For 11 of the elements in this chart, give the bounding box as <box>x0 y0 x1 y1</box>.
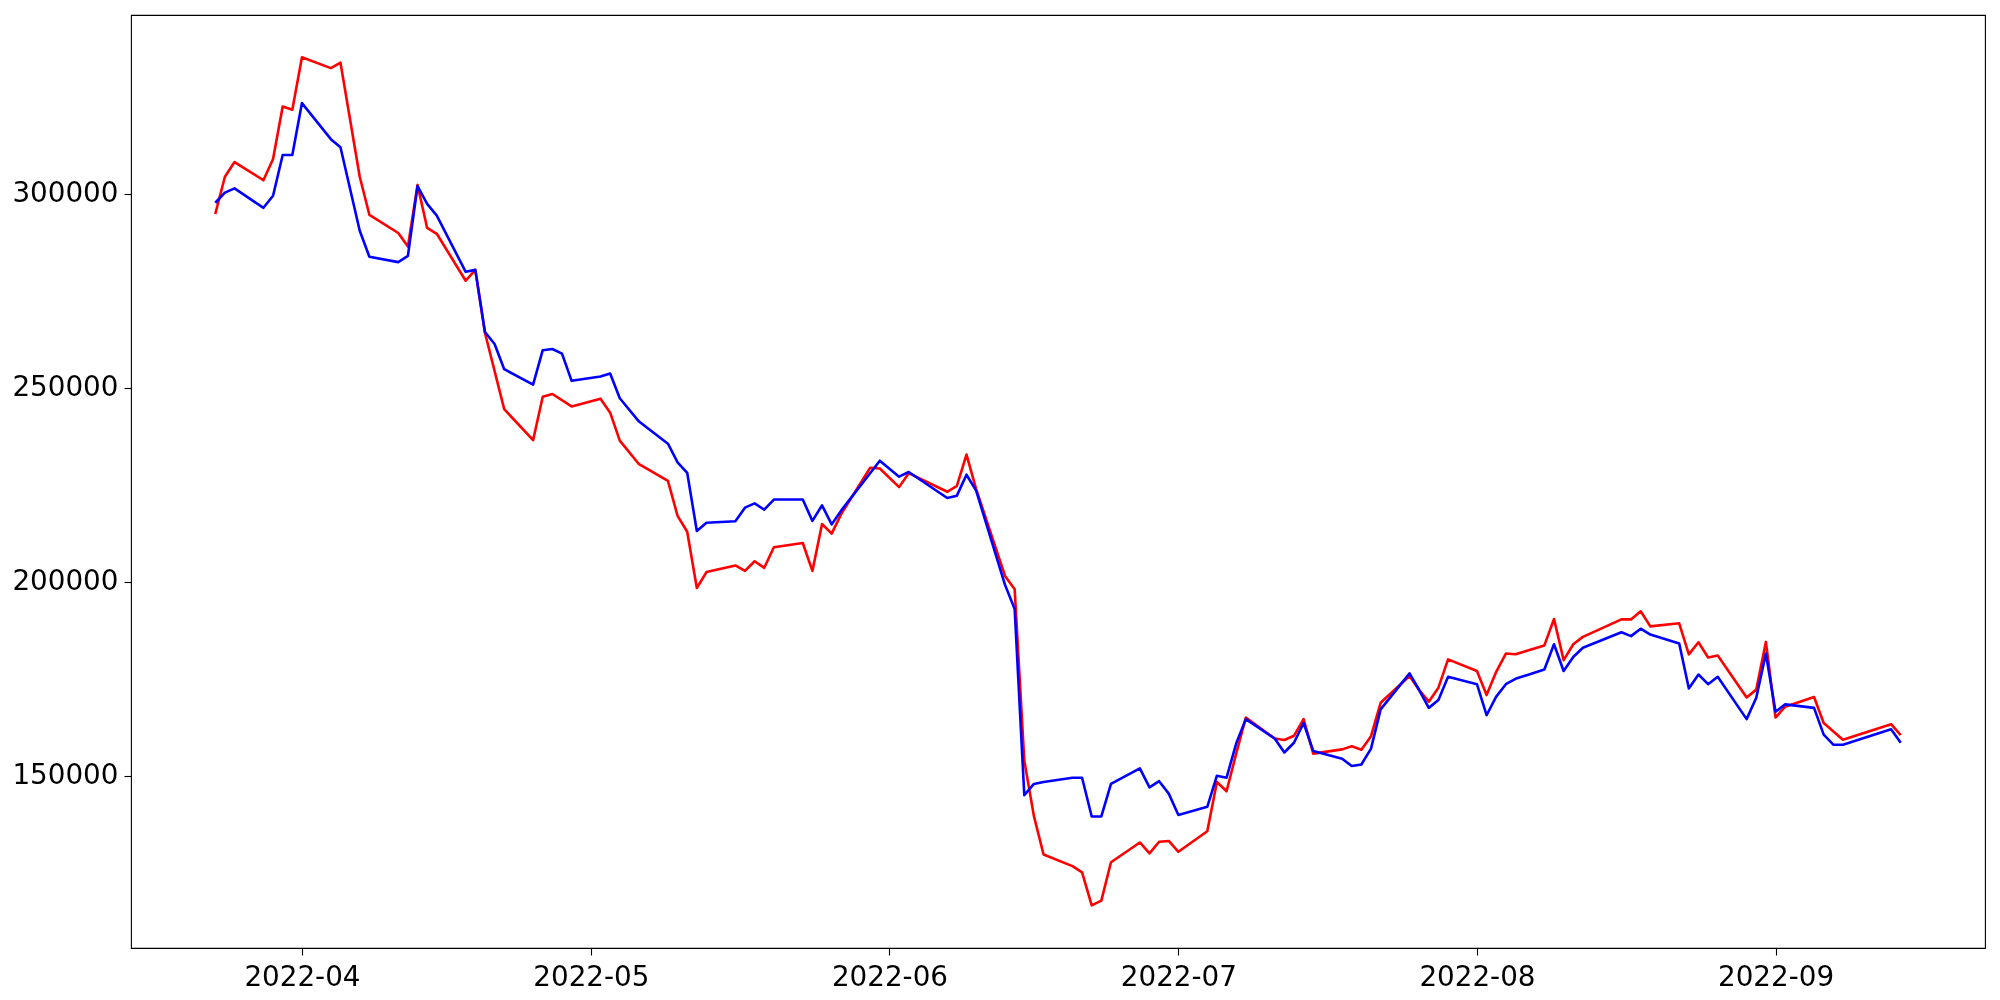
line-series <box>213 101 1903 818</box>
x-tick-label: 2022-08 <box>1419 959 1536 993</box>
y-tick-label: 250000 <box>12 370 119 404</box>
x-tick-label: 2022-05 <box>533 959 650 993</box>
x-tick-label: 2022-06 <box>831 959 949 993</box>
y-tick-label: 150000 <box>12 758 119 792</box>
x-tick-label: 2022-04 <box>244 959 361 993</box>
x-tick-label: 2022-07 <box>1120 959 1237 993</box>
y-tick-label: 300000 <box>12 176 119 210</box>
x-tick-label: 2022-09 <box>1717 959 1835 993</box>
y-tick-label: 200000 <box>12 564 119 598</box>
